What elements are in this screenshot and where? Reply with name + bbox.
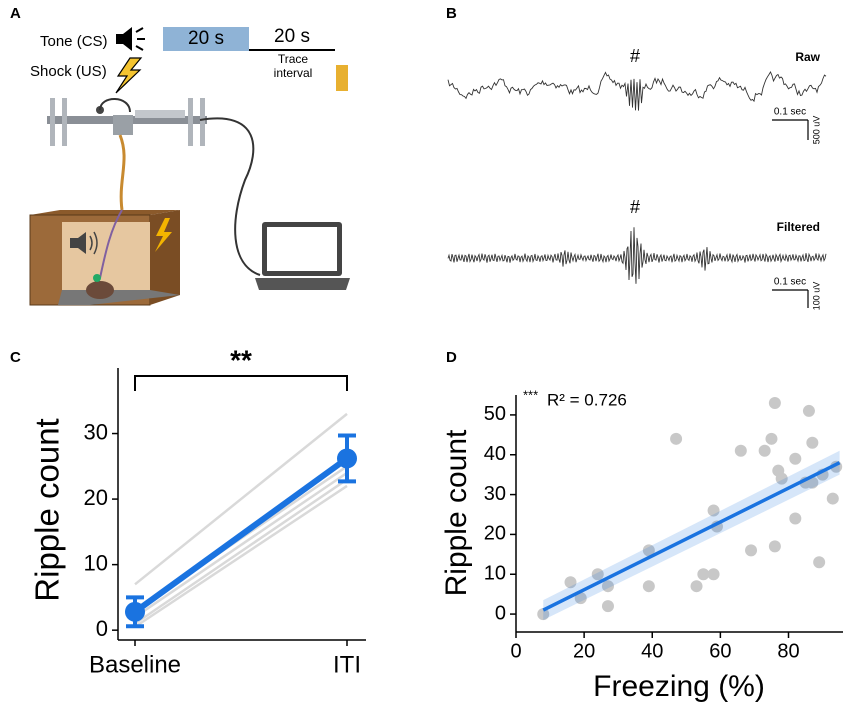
event-marker: # (630, 197, 640, 217)
scatter-point (826, 492, 839, 505)
tone-bar (163, 27, 249, 51)
y-tick-label: 20 (484, 523, 506, 545)
scatter-point (601, 600, 614, 613)
y-tick-label: 0 (495, 602, 506, 624)
y-tick-label: 20 (84, 485, 108, 510)
scatter-point (642, 544, 655, 557)
panel-a: Tone (CS) Shock (US) 20 s 20 s Trace int… (29, 26, 350, 306)
lightning-icon (115, 57, 143, 94)
y-axis-label: Ripple count (440, 429, 473, 596)
significance-label: *** (523, 387, 538, 402)
panel-c: 0 10 20 30 Baseline ITI Ripple count ** (29, 344, 366, 678)
mean-marker (337, 448, 357, 469)
scatter-point (697, 568, 710, 581)
significance-label: ** (230, 344, 252, 375)
panel-b: # Raw 0.1 sec 500 uV # Filtered 0.1 sec … (447, 46, 827, 311)
scatter-point (642, 580, 655, 593)
time-scale: 0.1 sec (774, 107, 806, 118)
amplitude-scale: 100 uV (811, 282, 821, 311)
y-tick-label: 30 (84, 419, 108, 444)
raw-trace (447, 71, 827, 111)
scatter-point (775, 472, 788, 485)
panel-label: D (446, 349, 457, 366)
scatter-point (591, 568, 604, 581)
x-tick-label: 20 (573, 640, 595, 662)
filtered-trace (447, 227, 827, 284)
y-tick-label: 10 (484, 563, 506, 585)
scatter-point (537, 608, 550, 621)
scatter-point (813, 556, 826, 569)
panel-label: B (446, 5, 457, 22)
x-tick-label: ITI (333, 651, 361, 678)
trace-label: Filtered (777, 220, 820, 234)
speaker-icon (116, 27, 145, 51)
scatter-point (574, 592, 587, 605)
annotation: R² = 0.726 (547, 390, 627, 409)
scatter-point (734, 444, 747, 457)
significance-bracket (134, 375, 348, 391)
tone-duration: 20 s (188, 28, 224, 49)
scatter-point (768, 396, 781, 409)
scatter-point (765, 432, 778, 445)
scatter-point (768, 540, 781, 553)
y-tick-label: 50 (484, 403, 506, 425)
trace-label: Raw (795, 50, 820, 64)
subject-line (134, 484, 348, 628)
subject-line (134, 412, 348, 586)
scatter-point (601, 580, 614, 593)
x-axis-label: Freezing (%) (593, 670, 765, 703)
scatter-point (564, 576, 577, 589)
panel-d: 0 10 20 30 40 50 0 20 40 60 80 Freezing (%) Ripple c… (440, 387, 843, 703)
subject-line (134, 478, 348, 625)
x-tick-label: 0 (510, 640, 521, 662)
subject-line (134, 471, 348, 619)
panel-label: C (10, 349, 21, 366)
rig-illustration (29, 98, 350, 306)
scatter-point (690, 580, 703, 593)
scatter-point (806, 436, 819, 449)
trace-duration: 20 s (274, 26, 310, 47)
time-scale: 0.1 sec (774, 277, 806, 288)
y-tick-label: 10 (84, 550, 108, 575)
trace-label: Trace (278, 52, 309, 66)
scatter-point (670, 432, 683, 445)
x-tick-label: 40 (641, 640, 663, 662)
mean-marker (125, 601, 145, 622)
scatter-point (789, 512, 802, 525)
shock-bar (336, 65, 348, 91)
event-marker: # (630, 46, 640, 66)
trace-label: interval (274, 66, 313, 80)
x-tick-label: 60 (709, 640, 731, 662)
scatter-point (758, 444, 771, 457)
y-axis-label: Ripple count (29, 418, 66, 601)
y-tick-label: 0 (96, 616, 108, 641)
x-tick-label: Baseline (89, 651, 181, 678)
scatter-point (745, 544, 758, 557)
tone-label: Tone (CS) (40, 33, 108, 50)
scatter-point (789, 452, 802, 465)
scatter-point (707, 504, 720, 517)
y-tick-label: 40 (484, 443, 506, 465)
amplitude-scale: 500 uV (811, 116, 821, 145)
mean-line (133, 456, 349, 615)
x-tick-label: 80 (777, 640, 799, 662)
panel-label: A (10, 5, 21, 22)
scatter-point (707, 568, 720, 581)
shock-label: Shock (US) (30, 63, 107, 80)
scatter-point (802, 404, 815, 417)
y-tick-label: 30 (484, 483, 506, 505)
fit-line (542, 461, 841, 612)
